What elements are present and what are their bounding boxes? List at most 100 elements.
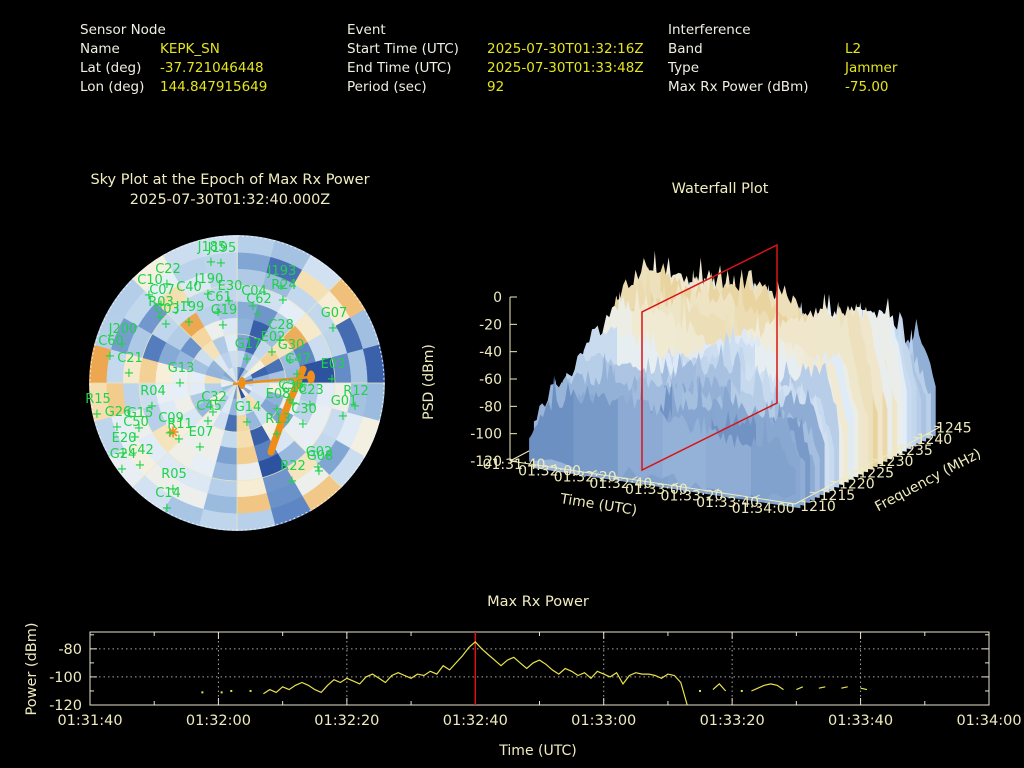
svg-text:1210: 1210 (800, 499, 836, 515)
svg-text:+: + (314, 464, 325, 479)
svg-text:-60: -60 (479, 372, 502, 388)
svg-text:C47: C47 (285, 352, 311, 367)
svg-text:C36: C36 (278, 378, 304, 393)
svg-text:C60: C60 (98, 334, 124, 349)
svg-text:+: + (287, 474, 298, 489)
svg-text:+: + (117, 462, 128, 477)
event-period-label: Period (sec) (347, 79, 427, 95)
svg-text:01:34:00: 01:34:00 (732, 501, 795, 517)
svg-text:1225: 1225 (858, 465, 894, 481)
svg-text:+: + (147, 399, 158, 414)
svg-text:+: + (134, 421, 145, 436)
interference-band-value: L2 (845, 41, 862, 57)
svg-text:+: + (242, 352, 253, 367)
svg-text:+: + (165, 426, 176, 441)
svg-text:G26: G26 (105, 405, 132, 420)
svg-text:E20: E20 (112, 431, 137, 446)
svg-text:+: + (328, 321, 339, 336)
svg-text:G01: G01 (331, 394, 358, 409)
svg-text:+: + (275, 333, 286, 348)
svg-text:G19: G19 (211, 303, 238, 318)
event-start-value: 2025-07-30T01:32:16Z (487, 41, 644, 57)
svg-text:-80: -80 (58, 642, 82, 658)
svg-text:+: + (218, 318, 229, 333)
svg-text:R24: R24 (271, 278, 297, 293)
event-end-label: End Time (UTC) (347, 60, 452, 76)
interference-type-value: Jammer (845, 60, 898, 76)
svg-text:+: + (206, 255, 217, 270)
svg-text:-100: -100 (49, 670, 82, 686)
svg-text:G30: G30 (278, 338, 305, 353)
svg-text:C16: C16 (281, 381, 307, 396)
svg-text:E07: E07 (189, 425, 214, 440)
svg-text:R12: R12 (343, 384, 369, 399)
svg-text:C45: C45 (196, 399, 222, 414)
svg-text:01:32:00: 01:32:00 (518, 463, 581, 479)
svg-text:C23: C23 (298, 383, 324, 398)
svg-text:+: + (117, 337, 128, 352)
sensor-lat-value: -37.721046448 (160, 60, 264, 76)
svg-text:R22: R22 (280, 459, 306, 474)
svg-text:G14: G14 (235, 400, 262, 415)
svg-text:R13: R13 (265, 412, 291, 427)
svg-text:+: + (162, 501, 173, 516)
svg-text:+: + (213, 305, 224, 320)
svg-text:C03: C03 (154, 302, 180, 317)
svg-text:01:32:20: 01:32:20 (314, 713, 379, 729)
sensor-node-title: Sensor Node (80, 22, 166, 38)
svg-text:+: + (124, 366, 135, 381)
max-rx-power-chart: 01:31:40 01:32:00 01:32:20 01:32:40 01:33:00… (24, 622, 1022, 729)
sky-plot: J185+J195+C22+C10+J190+E30+J193+R24+C07+… (85, 235, 385, 531)
svg-text:+: + (267, 345, 278, 360)
svg-text:01:32:40: 01:32:40 (589, 476, 652, 492)
svg-text:+: + (272, 427, 283, 442)
svg-text:01:33:40: 01:33:40 (828, 713, 893, 729)
svg-text:+: + (288, 396, 299, 411)
svg-text:J190: J190 (194, 272, 224, 287)
interference-band-label: Band (668, 41, 703, 57)
svg-text:01:31:40: 01:31:40 (57, 713, 122, 729)
svg-text:+: + (272, 402, 283, 417)
svg-text:01:33:40: 01:33:40 (696, 495, 759, 511)
svg-text:01:34:00: 01:34:00 (956, 713, 1021, 729)
svg-text:C50: C50 (123, 415, 149, 430)
svg-text:+: + (248, 299, 259, 314)
svg-text:R15: R15 (85, 392, 111, 407)
svg-text:1220: 1220 (839, 477, 875, 493)
svg-text:J193: J193 (267, 264, 297, 279)
svg-text:G24: G24 (110, 447, 137, 462)
svg-text:+: + (298, 417, 309, 432)
svg-text:C09: C09 (158, 411, 184, 426)
svg-text:G17: G17 (235, 337, 262, 352)
svg-text:R05: R05 (161, 467, 187, 482)
svg-text:-80: -80 (479, 399, 502, 415)
svg-text:J200: J200 (108, 322, 138, 337)
svg-text:-100: -100 (470, 427, 502, 443)
svg-text:E03: E03 (321, 357, 346, 372)
sensor-name-label: Name (80, 41, 120, 57)
svg-text:-120: -120 (470, 454, 502, 470)
waterfall-plot-title: Waterfall Plot (671, 181, 769, 197)
svg-text:C14: C14 (155, 486, 181, 501)
svg-text:+: + (276, 279, 287, 294)
svg-text:+: + (155, 310, 166, 325)
svg-text:C28: C28 (268, 318, 294, 333)
interference-title: Interference (668, 22, 751, 38)
svg-text:E08: E08 (266, 387, 291, 402)
header-section-event: Event Start Time (UTC) 2025-07-30T01:32:1… (347, 21, 667, 95)
svg-text:+: + (144, 288, 155, 303)
header-section-sensor-node: Sensor Node Name KEPK_SN Lat (deg) -37.721… (80, 21, 340, 95)
svg-text:+: + (130, 430, 141, 445)
svg-text:C22: C22 (155, 262, 181, 277)
svg-text:J195: J195 (207, 241, 237, 256)
svg-text:C61: C61 (206, 290, 232, 305)
svg-text:+: + (350, 399, 361, 414)
sky-plot-title-line2: 2025-07-30T01:32:40.000Z (129, 192, 331, 208)
svg-text:R04: R04 (140, 384, 166, 399)
svg-text:G13: G13 (168, 361, 195, 376)
header-section-interference: Interference Band L2 Type Jammer Max Rx Po… (668, 21, 1008, 95)
power-chart-title: Max Rx Power (487, 594, 589, 610)
sky-plot-title-line1: Sky Plot at the Epoch of Max Rx Power (90, 172, 370, 188)
svg-text:+: + (253, 307, 264, 322)
svg-text:-20: -20 (479, 317, 502, 333)
